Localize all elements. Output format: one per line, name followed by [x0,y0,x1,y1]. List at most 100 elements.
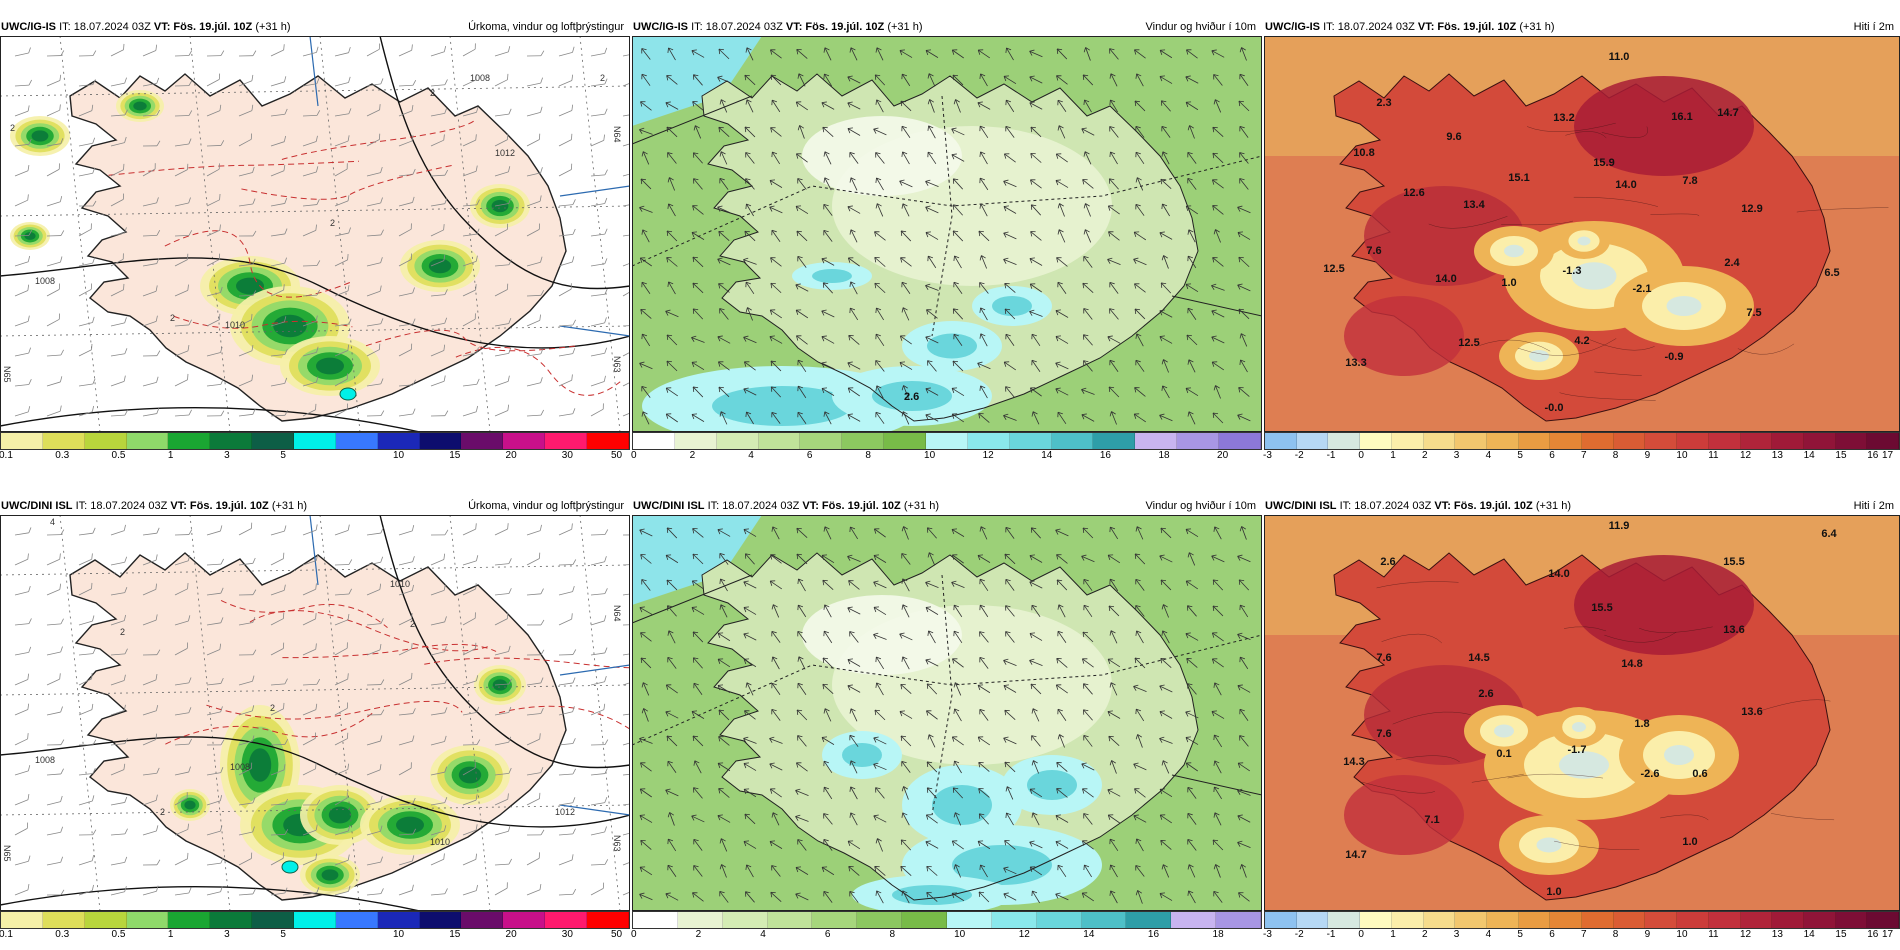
precip-area [248,748,272,782]
temperature-value-label: 7.6 [1366,245,1381,257]
colorbar-swatch [767,912,813,928]
temperature-value-label: -1.3 [1563,265,1582,277]
panel-title: Hiti í 2m [1853,500,1894,512]
colorbar-swatch [84,433,127,449]
model-name: UWC/DINI ISL [1,500,73,512]
colorbar-tick-label: 11 [1708,450,1719,461]
colorbar-tick-label: 16 [1867,929,1879,940]
colorbar-swatch [967,433,1010,449]
colorbar-swatch [884,433,927,449]
temperature-value-label: 14.7 [1717,107,1738,119]
temperature-value-label: 11.9 [1609,520,1630,532]
isobar-label: 2 [270,703,275,713]
colorbar-swatch [1328,433,1361,449]
colorbar-swatch [674,433,717,449]
map-precip: 1008 1010 1012 1008 2 2 2 2 2 N65 N64 N63 [0,36,630,432]
temperature-value-label: 14.7 [1345,849,1366,861]
temperature-value-label: 1.8 [1634,718,1649,730]
colorbar-ticks: -3 -2 -1 0 1 2 3 4 5 6 7 8 9 10 11 12 13 14 15 16 17 [1263,929,1900,941]
temperature-value-label: 14.0 [1435,273,1456,285]
model-name: UWC/IG-IS [1265,21,1320,33]
temperature-value-label: 14.5 [1468,652,1489,664]
precip-area [428,258,452,274]
colorbar-swatch [1265,912,1297,928]
colorbar-swatch [1423,912,1456,928]
colorbar-swatch [503,912,546,928]
isobar-label: 1008 [230,762,250,772]
temperature-value-label: 14.8 [1621,658,1642,670]
temperature-value-label: 2.3 [1376,97,1391,109]
colorbar-swatch [1455,912,1487,928]
map-temp: 11.0 2.3 9.6 13.2 16.1 14.7 10.8 12.6 15.1 15.9 14… [1264,36,1900,432]
colorbar-swatch [587,433,629,449]
temperature-value-label: 13.2 [1553,112,1574,124]
colorbar-tick-label: 14 [1803,450,1815,461]
colorbar-swatch [1645,912,1678,928]
panel-title: Úrkoma, vindur og loftþrýstingur [468,21,624,33]
colorbar-swatch [1550,912,1583,928]
colorbar-swatch [335,433,378,449]
map-canvas: 11.9 6.4 2.6 14.0 15.5 15.5 13.6 7.6 14.5 14.8 2.6… [1264,515,1900,911]
panel-run-info: UWC/IG-IS IT: 18.07.2024 03Z VT: Fös. 19… [1,18,291,36]
panel-precip: UWC/DINI ISL IT: 18.07.2024 03Z VT: Fös.… [0,497,630,941]
temperature-value-label: 2.4 [1724,257,1740,269]
panel-title: Vindur og hviður í 10m [1145,500,1256,512]
colorbar-swatch [1328,912,1361,928]
valid-time: VT: Fös. 19.júl. 10Z [1434,500,1533,512]
colorbar-tick-label: 12 [1740,929,1752,940]
colorbar-swatch [1081,912,1127,928]
panel-header: UWC/IG-IS IT: 18.07.2024 03Z VT: Fös. 19… [1264,18,1900,36]
latitude-label: N65 [2,366,12,383]
panel-header: UWC/IG-IS IT: 18.07.2024 03Z VT: Fös. 19… [632,18,1262,36]
temperature-value-label: 2.6 [1380,556,1395,568]
temperature-value-label: 7.6 [1376,728,1391,740]
colorbar-ticks: -3 -2 -1 0 1 2 3 4 5 6 7 8 9 10 11 12 13 14 15 16 17 [1263,450,1900,462]
temperature-value-label: 16.1 [1671,111,1692,123]
colorbar-swatch [991,912,1037,928]
colorbar-tick-label: 1 [1390,450,1396,461]
temperature-value-label: 9.6 [1446,131,1461,143]
precip-area [24,232,36,240]
colorbar-tick-label: 5 [1517,929,1523,940]
map-canvas [632,515,1262,911]
colorbar-swatch [842,433,885,449]
init-time: IT: 18.07.2024 03Z [707,500,800,512]
colorbar-tick-label: 6 [1549,450,1555,461]
colorbar-swatch [1126,912,1172,928]
precip-area [31,130,49,142]
colorbar-swatch [1708,912,1741,928]
colorbar-swatch [1093,433,1136,449]
temperature-value-label: 10.8 [1353,147,1374,159]
colorbar-tick-label: 9 [1644,450,1651,461]
temperature-value-label: -0.9 [1665,351,1684,363]
colorbar-tick-label: 17 [1882,450,1894,461]
colorbar-swatch [503,433,546,449]
isobar-label: 1010 [225,320,245,330]
colorbar-ticks: 0 2 4 6 8 10 12 14 16 18 20 [631,450,1262,462]
colorbar-tick-label: 0 [1358,450,1364,461]
temperature-value-label: 2.6 [1478,688,1493,700]
panel-title: Hiti í 2m [1853,21,1894,33]
colorbar-tick-label: 16 [1099,450,1111,461]
colorbar-swatch [377,433,420,449]
colorbar-tick-label: 7 [1581,450,1587,461]
colorbar-tick-label: 15 [449,929,461,940]
colorbar-swatch [1582,433,1614,449]
max-gust-label: 2.6 [904,391,919,403]
valid-time: VT: Fös. 19.júl. 10Z [802,500,901,512]
colorbar-swatch [1518,433,1551,449]
colorbar-swatch [1486,912,1519,928]
temperature-value-label: 1.0 [1682,836,1697,848]
map-precip: 1008 1010 1012 1010 1008 4 2 2 2 2 N65 N64 N63 [0,515,630,911]
colorbar-swatch [926,433,968,449]
latitude-label: N63 [612,356,622,373]
colorbar-tick-label: 18 [1212,929,1224,940]
colorbar-tick-label: 10 [1676,450,1688,461]
temperature-value-label: 15.1 [1508,172,1529,184]
panel-header: UWC/DINI ISL IT: 18.07.2024 03Z VT: Fös.… [1264,497,1900,515]
colorbar-swatch [1219,433,1261,449]
isobar-label: 2 [10,123,15,133]
map-canvas: 1008 1010 1012 1010 1008 4 2 2 2 2 N65 N64 N63 [0,515,630,911]
colorbar-ticks: 0.1 0.3 0.5 1 3 5 10 15 20 30 50 [0,929,630,941]
colorbar-swatch [1708,433,1741,449]
